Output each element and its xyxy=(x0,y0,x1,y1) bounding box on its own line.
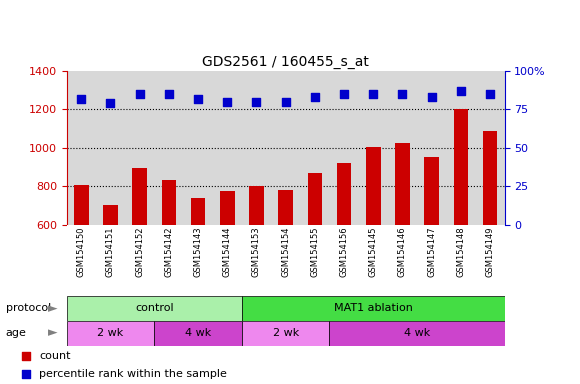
Point xyxy=(193,96,203,102)
Text: GSM154145: GSM154145 xyxy=(369,227,378,277)
Bar xyxy=(154,321,242,346)
Text: GSM154154: GSM154154 xyxy=(281,227,290,277)
Point xyxy=(106,100,115,106)
Title: GDS2561 / 160455_s_at: GDS2561 / 160455_s_at xyxy=(202,55,369,69)
Point xyxy=(223,99,232,105)
Text: GSM154142: GSM154142 xyxy=(164,227,173,277)
Point xyxy=(252,99,261,105)
Bar xyxy=(329,321,505,346)
Text: ►: ► xyxy=(48,327,58,339)
Text: 4 wk: 4 wk xyxy=(404,328,430,338)
Text: 2 wk: 2 wk xyxy=(97,328,124,338)
Bar xyxy=(67,321,154,346)
Bar xyxy=(278,190,293,225)
Point xyxy=(135,91,144,97)
Text: protocol: protocol xyxy=(6,303,51,313)
Text: control: control xyxy=(135,303,173,313)
Point xyxy=(21,353,30,359)
Bar xyxy=(220,191,234,225)
Text: GSM154149: GSM154149 xyxy=(485,227,495,277)
Text: GSM154146: GSM154146 xyxy=(398,227,407,277)
Bar xyxy=(366,147,380,225)
Point xyxy=(21,371,30,377)
Point xyxy=(339,91,349,97)
Bar xyxy=(103,205,118,225)
Bar xyxy=(67,296,242,321)
Text: 4 wk: 4 wk xyxy=(185,328,211,338)
Point xyxy=(281,99,291,105)
Text: GSM154151: GSM154151 xyxy=(106,227,115,277)
Bar xyxy=(454,109,468,225)
Point xyxy=(369,91,378,97)
Bar xyxy=(162,180,176,225)
Text: GSM154156: GSM154156 xyxy=(339,227,349,277)
Point xyxy=(310,94,320,100)
Bar xyxy=(242,321,329,346)
Bar xyxy=(132,168,147,225)
Text: 2 wk: 2 wk xyxy=(273,328,299,338)
Point xyxy=(485,91,495,97)
Text: GSM154155: GSM154155 xyxy=(310,227,320,277)
Text: GSM154148: GSM154148 xyxy=(456,227,465,277)
Text: age: age xyxy=(6,328,27,338)
Bar xyxy=(74,185,89,225)
Bar xyxy=(337,163,351,225)
Text: GSM154152: GSM154152 xyxy=(135,227,144,277)
Bar xyxy=(483,131,497,225)
Text: GSM154153: GSM154153 xyxy=(252,227,261,277)
Bar xyxy=(191,198,205,225)
Text: count: count xyxy=(39,351,71,361)
Text: GSM154150: GSM154150 xyxy=(77,227,86,277)
Bar xyxy=(242,296,505,321)
Point xyxy=(164,91,173,97)
Point xyxy=(77,96,86,102)
Text: GSM154143: GSM154143 xyxy=(194,227,202,277)
Bar xyxy=(395,143,409,225)
Point xyxy=(398,91,407,97)
Bar xyxy=(249,186,264,225)
Text: MAT1 ablation: MAT1 ablation xyxy=(334,303,412,313)
Text: percentile rank within the sample: percentile rank within the sample xyxy=(39,369,227,379)
Text: GSM154147: GSM154147 xyxy=(427,227,436,277)
Bar xyxy=(425,157,439,225)
Text: GSM154144: GSM154144 xyxy=(223,227,232,277)
Text: ►: ► xyxy=(48,302,58,314)
Bar xyxy=(307,173,322,225)
Point xyxy=(456,88,466,94)
Point xyxy=(427,94,436,100)
